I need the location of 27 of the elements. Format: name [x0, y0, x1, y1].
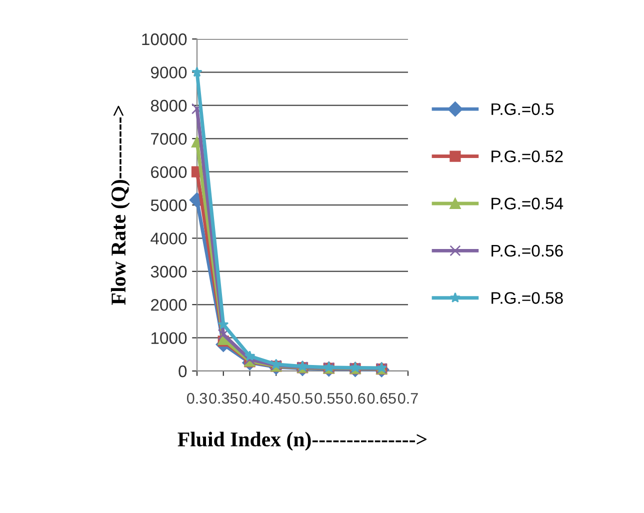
x-tick-label: 0.5 [292, 392, 312, 404]
y-tick-label: 7000 [151, 133, 187, 145]
legend-label: P.G.=0.58 [492, 292, 563, 304]
x-axis-title: Fluid Index (n)---------------> [178, 432, 426, 451]
x-tick-label: 0.3 [186, 392, 207, 404]
x-tick-label: 0.7 [398, 392, 418, 404]
y-tick-label: 9000 [150, 66, 187, 78]
y-axis-title: Flow Rate (Q)---------> [110, 106, 130, 305]
x-tick-label: 0.65 [367, 392, 396, 404]
x-tick-label: 0.35 [209, 392, 238, 404]
y-tick-label: 0 [178, 365, 187, 378]
x-tick-label: 0.4 [240, 392, 260, 404]
y-tick-label: 5000 [150, 199, 187, 212]
y-tick-label: 8000 [150, 100, 187, 112]
y-tick-label: 1000 [151, 332, 187, 344]
legend-label: P.G.=0.5 [492, 103, 554, 116]
y-tick-label: 6000 [151, 166, 187, 178]
legend-label: P.G.=0.54 [492, 198, 564, 210]
x-tick-label: 0.45 [262, 392, 290, 404]
y-tick-label: 3000 [150, 266, 187, 278]
y-tick-label: 10000 [142, 33, 187, 46]
y-tick-label: 2000 [151, 299, 187, 311]
y-tick-label: 4000 [150, 232, 187, 244]
x-tick-label: 0.6 [345, 392, 366, 404]
legend-label: P.G.=0.52 [492, 150, 563, 162]
x-tick-label: 0.55 [314, 392, 344, 404]
legend-label: P.G.=0.56 [492, 244, 563, 257]
